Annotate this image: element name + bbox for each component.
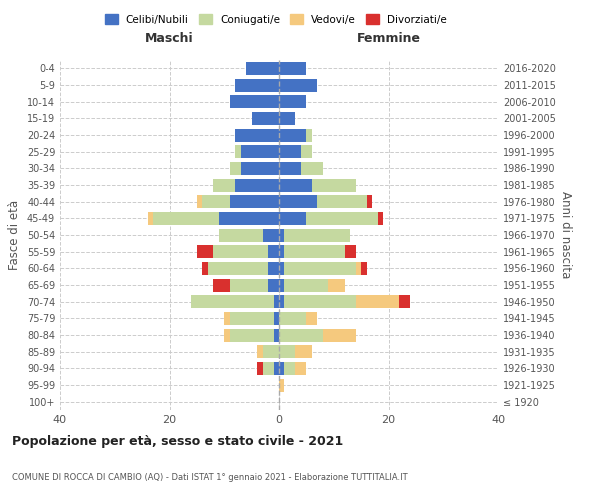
Bar xyxy=(268,245,279,258)
Text: Popolazione per età, sesso e stato civile - 2021: Popolazione per età, sesso e stato civil… xyxy=(12,435,343,448)
Bar xyxy=(279,178,312,192)
Bar xyxy=(279,262,284,275)
Bar xyxy=(279,328,323,342)
Bar xyxy=(279,278,284,291)
Bar xyxy=(263,345,279,358)
Bar xyxy=(214,278,230,291)
Bar xyxy=(224,312,230,325)
Bar xyxy=(219,212,279,225)
Bar xyxy=(214,245,268,258)
Bar xyxy=(235,128,279,141)
Bar xyxy=(367,195,372,208)
Bar xyxy=(361,262,367,275)
Bar xyxy=(284,362,295,375)
Bar xyxy=(279,195,317,208)
Bar xyxy=(284,278,328,291)
Bar xyxy=(202,195,230,208)
Bar xyxy=(356,295,400,308)
Bar xyxy=(295,362,307,375)
Bar xyxy=(279,345,295,358)
Bar xyxy=(235,78,279,92)
Bar xyxy=(284,245,345,258)
Bar xyxy=(279,312,307,325)
Bar xyxy=(323,328,356,342)
Bar xyxy=(400,295,410,308)
Bar xyxy=(214,178,235,192)
Bar xyxy=(284,262,356,275)
Bar xyxy=(279,162,301,175)
Bar xyxy=(328,278,345,291)
Bar xyxy=(202,262,208,275)
Bar xyxy=(230,195,279,208)
Bar xyxy=(279,128,307,141)
Bar xyxy=(241,145,279,158)
Bar xyxy=(268,262,279,275)
Bar xyxy=(274,328,279,342)
Bar xyxy=(279,112,295,125)
Bar xyxy=(219,228,263,241)
Bar xyxy=(279,78,317,92)
Bar xyxy=(268,278,279,291)
Bar xyxy=(241,162,279,175)
Legend: Celibi/Nubili, Coniugati/e, Vedovi/e, Divorziati/e: Celibi/Nubili, Coniugati/e, Vedovi/e, Di… xyxy=(101,10,451,29)
Text: Femmine: Femmine xyxy=(356,32,421,45)
Bar xyxy=(230,312,274,325)
Bar xyxy=(279,295,284,308)
Bar xyxy=(312,178,356,192)
Bar xyxy=(230,162,241,175)
Bar xyxy=(230,95,279,108)
Bar xyxy=(263,362,274,375)
Bar xyxy=(356,262,361,275)
Y-axis label: Anni di nascita: Anni di nascita xyxy=(559,192,572,278)
Bar xyxy=(148,212,153,225)
Y-axis label: Fasce di età: Fasce di età xyxy=(8,200,21,270)
Bar xyxy=(274,362,279,375)
Bar xyxy=(230,278,268,291)
Bar xyxy=(307,312,317,325)
Bar xyxy=(279,378,284,392)
Bar xyxy=(307,128,312,141)
Bar xyxy=(284,295,356,308)
Bar xyxy=(197,245,214,258)
Text: Maschi: Maschi xyxy=(145,32,194,45)
Bar xyxy=(279,145,301,158)
Bar xyxy=(191,295,274,308)
Bar xyxy=(224,328,230,342)
Bar xyxy=(284,228,350,241)
Bar xyxy=(257,362,263,375)
Bar xyxy=(279,245,284,258)
Bar xyxy=(377,212,383,225)
Bar xyxy=(257,345,263,358)
Bar xyxy=(295,345,312,358)
Bar xyxy=(208,262,268,275)
Bar xyxy=(274,312,279,325)
Bar xyxy=(246,62,279,75)
Bar xyxy=(279,228,284,241)
Bar xyxy=(153,212,219,225)
Bar xyxy=(235,178,279,192)
Bar xyxy=(197,195,202,208)
Bar xyxy=(279,362,284,375)
Bar xyxy=(301,162,323,175)
Bar xyxy=(317,195,367,208)
Bar xyxy=(279,95,307,108)
Text: COMUNE DI ROCCA DI CAMBIO (AQ) - Dati ISTAT 1° gennaio 2021 - Elaborazione TUTTI: COMUNE DI ROCCA DI CAMBIO (AQ) - Dati IS… xyxy=(12,473,407,482)
Bar xyxy=(279,212,307,225)
Bar xyxy=(279,62,307,75)
Bar xyxy=(307,212,377,225)
Bar xyxy=(301,145,312,158)
Bar xyxy=(274,295,279,308)
Bar xyxy=(235,145,241,158)
Bar xyxy=(251,112,279,125)
Bar xyxy=(345,245,356,258)
Bar xyxy=(230,328,274,342)
Bar xyxy=(263,228,279,241)
